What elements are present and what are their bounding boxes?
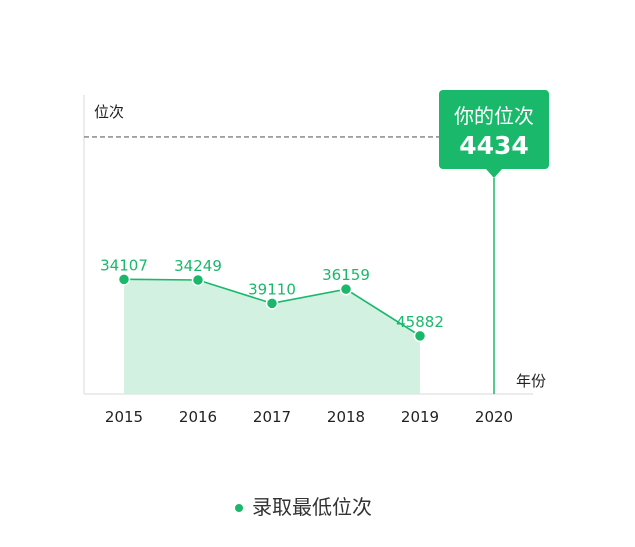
x-axis-label: 年份 xyxy=(516,372,546,390)
x-tick-label: 2020 xyxy=(475,408,513,426)
data-label: 34107 xyxy=(100,256,148,274)
user-rank-callout-box xyxy=(439,90,549,169)
data-label: 45882 xyxy=(396,313,444,331)
x-tick-label: 2015 xyxy=(105,408,143,426)
series-area xyxy=(124,279,420,394)
user-rank-callout-pointer xyxy=(486,169,502,178)
data-label: 34249 xyxy=(174,257,222,275)
user-rank-callout-title: 你的位次 xyxy=(454,104,534,128)
data-point xyxy=(191,273,205,287)
x-tick-label: 2017 xyxy=(253,408,291,426)
x-tick-label: 2016 xyxy=(179,408,217,426)
x-tick-label: 2018 xyxy=(327,408,365,426)
data-point xyxy=(413,329,427,343)
legend-marker xyxy=(235,504,243,512)
y-axis-label: 位次 xyxy=(94,103,124,121)
data-label: 36159 xyxy=(322,266,370,284)
data-label: 39110 xyxy=(248,280,296,298)
data-point xyxy=(117,273,131,286)
data-point xyxy=(265,297,279,310)
data-point xyxy=(339,282,353,296)
x-tick-label: 2019 xyxy=(401,408,439,426)
legend-label: 录取最低位次 xyxy=(252,495,372,519)
user-rank-callout-value: 4434 xyxy=(459,131,529,160)
